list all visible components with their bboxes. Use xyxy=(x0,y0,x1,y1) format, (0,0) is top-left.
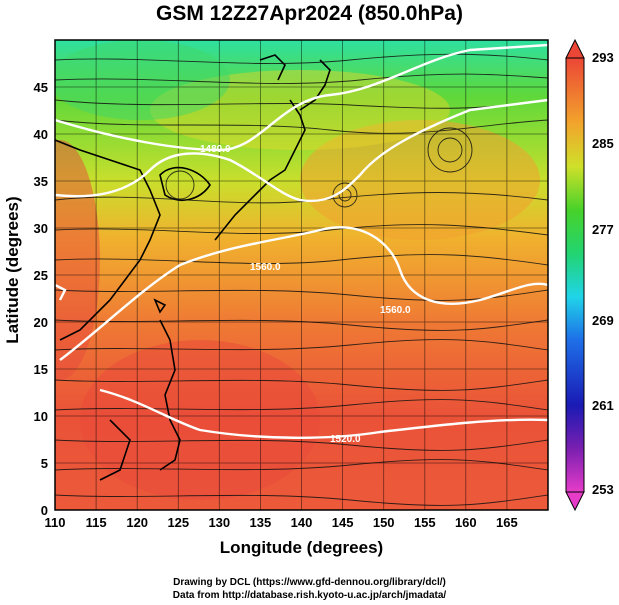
credit-line-data: Data from http://database.rish.kyoto-u.a… xyxy=(172,590,447,601)
x-tick-label: 115 xyxy=(86,515,107,530)
y-tick-label: 15 xyxy=(34,362,48,377)
contour-label: 1560.0 xyxy=(250,262,281,273)
x-tick-label: 150 xyxy=(373,515,395,530)
colorbar-tick-label: 253 xyxy=(592,482,614,497)
colorbar-tick-label: 285 xyxy=(592,136,614,151)
colorbar-tick-label: 269 xyxy=(592,313,614,328)
colorbar-tick-label: 277 xyxy=(592,222,614,237)
x-tick-label: 165 xyxy=(496,515,518,530)
x-tick-label: 120 xyxy=(126,515,148,530)
colorbar: 253 261 269 277 285 293 xyxy=(565,38,614,512)
x-tick-label: 145 xyxy=(332,515,354,530)
x-tick-label: 125 xyxy=(167,515,189,530)
y-tick-label: 45 xyxy=(34,80,48,95)
y-axis-title: Latitude (degrees) xyxy=(3,196,22,344)
y-tick-label: 10 xyxy=(34,409,48,424)
y-tick-label: 25 xyxy=(34,268,48,283)
colorbar-tick-label: 261 xyxy=(592,398,614,413)
x-tick-label: 110 xyxy=(45,515,66,530)
y-tick-label: 0 xyxy=(41,503,48,518)
y-tick-label: 5 xyxy=(41,456,48,471)
y-tick-label: 20 xyxy=(34,315,48,330)
y-axis: 0 5 10 15 20 25 30 35 40 45 xyxy=(34,80,48,518)
x-tick-label: 160 xyxy=(455,515,477,530)
y-tick-label: 40 xyxy=(34,127,48,142)
x-tick-label: 155 xyxy=(414,515,436,530)
contour-label: 1480.0 xyxy=(200,144,231,155)
plot-frame xyxy=(54,39,549,511)
x-axis-title: Longitude (degrees) xyxy=(219,538,384,557)
chart-title: GSM 12Z27Apr2024 (850.0hPa) xyxy=(156,2,463,25)
height-contours xyxy=(55,43,548,439)
x-tick-label: 140 xyxy=(291,515,313,530)
credit-line-drawing: Drawing by DCL (https://www.gfd-dennou.o… xyxy=(173,577,446,588)
coastlines xyxy=(55,54,331,481)
y-tick-label: 35 xyxy=(34,174,48,189)
y-tick-label: 30 xyxy=(34,221,48,236)
contour-label: 1560.0 xyxy=(380,305,411,316)
plot-area: 1480.0 1520.0 1560.0 1560.0 xyxy=(55,40,548,510)
x-axis: 110 115 120 125 130 135 140 145 150 155 … xyxy=(45,515,518,530)
colorbar-tick-label: 293 xyxy=(592,50,614,65)
x-tick-label: 130 xyxy=(208,515,230,530)
contour-label: 1520.0 xyxy=(330,434,361,445)
x-tick-label: 135 xyxy=(250,515,272,530)
